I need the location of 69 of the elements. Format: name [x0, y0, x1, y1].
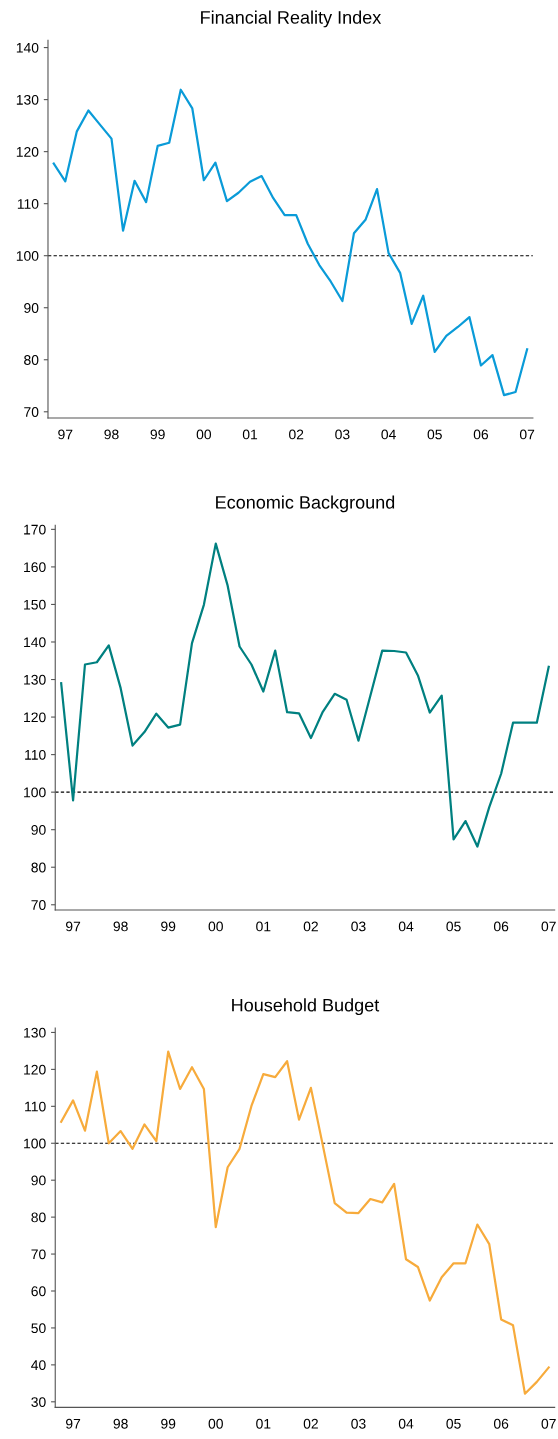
x-tick-label: 99	[150, 429, 165, 440]
x-tick-label: 98	[113, 1418, 128, 1429]
y-tick-label: 40	[31, 1360, 46, 1371]
y-tick-label: 110	[25, 749, 46, 760]
y-tick-label: 70	[31, 1249, 46, 1260]
x-tick-label: 01	[256, 1418, 271, 1429]
x-tick-label: 03	[351, 1418, 366, 1429]
y-tick-label: 90	[31, 825, 46, 835]
x-tick-label: 05	[446, 921, 461, 932]
y-tick-label: 90	[24, 303, 39, 313]
y-tick-label: 120	[16, 146, 39, 157]
y-tick-label: 80	[31, 862, 46, 873]
x-tick-label: 99	[161, 921, 176, 932]
x-tick-label: 03	[351, 921, 366, 932]
x-tick-label: 00	[208, 921, 223, 932]
y-tick-label: 140	[24, 637, 46, 648]
y-tick-label: 70	[24, 407, 39, 417]
x-tick-label: 99	[161, 1418, 176, 1429]
x-tick-label: 02	[303, 921, 318, 932]
line-series	[52, 88, 529, 397]
x-tick-label: 06	[473, 429, 489, 440]
x-tick-label: 03	[335, 429, 350, 440]
y-tick-label: 150	[24, 599, 46, 610]
y-tick-label: 140	[16, 42, 39, 53]
y-tick-label: 100	[16, 251, 39, 261]
line-series	[60, 1050, 550, 1395]
y-tick-label: 110	[17, 199, 39, 209]
x-tick-label: 01	[242, 429, 258, 440]
x-tick-label: 97	[66, 1418, 81, 1429]
x-tick-label: 97	[66, 921, 81, 932]
x-tick-label: 04	[398, 1418, 414, 1429]
x-tick-label: 04	[398, 921, 414, 932]
y-tick-label: 50	[31, 1323, 46, 1334]
line-series	[60, 542, 550, 848]
x-tick-label: 02	[303, 1418, 318, 1429]
x-tick-label: 00	[208, 1418, 223, 1429]
y-tick-label: 100	[24, 1138, 46, 1149]
x-tick-label: 05	[427, 429, 442, 440]
y-tick-label: 170	[24, 524, 46, 535]
y-tick-label: 130	[24, 674, 46, 685]
y-tick-label: 60	[31, 1286, 46, 1297]
y-tick-label: 130	[16, 94, 39, 105]
chart-title: Household Budget	[232, 998, 380, 1016]
y-tick-label: 100	[24, 787, 46, 798]
y-tick-label: 160	[24, 562, 46, 573]
x-tick-label: 00	[196, 429, 212, 440]
y-tick-label: 120	[24, 1064, 46, 1075]
y-tick-label: 80	[31, 1212, 46, 1223]
x-tick-label: 07	[541, 1418, 556, 1429]
y-tick-label: 120	[24, 712, 46, 723]
x-tick-label: 01	[256, 921, 271, 932]
x-tick-label: 06	[493, 921, 509, 932]
chart-title: Financial Reality Index	[201, 10, 382, 28]
x-tick-label: 02	[289, 429, 304, 440]
y-tick-label: 80	[24, 355, 39, 365]
y-tick-label: 30	[31, 1397, 46, 1407]
x-tick-label: 97	[58, 429, 73, 440]
x-tick-label: 05	[446, 1418, 461, 1429]
x-tick-label: 07	[541, 921, 556, 932]
x-tick-label: 07	[519, 429, 535, 440]
x-tick-label: 06	[493, 1418, 509, 1429]
y-tick-label: 130	[24, 1027, 46, 1038]
x-tick-label: 98	[104, 429, 119, 440]
x-tick-label: 98	[113, 921, 128, 932]
y-tick-label: 90	[31, 1175, 46, 1186]
x-tick-label: 04	[381, 429, 396, 440]
y-tick-label: 70	[31, 900, 46, 910]
y-tick-label: 110	[25, 1101, 46, 1112]
chart-title: Economic Background	[216, 495, 395, 513]
